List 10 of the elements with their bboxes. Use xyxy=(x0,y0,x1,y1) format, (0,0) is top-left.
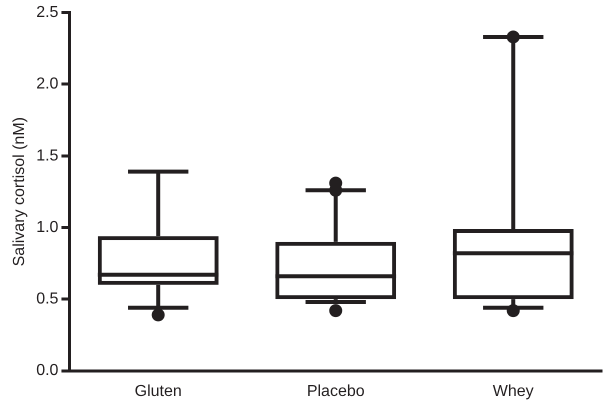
x-tick-label: Gluten xyxy=(134,382,182,400)
y-tick-label: 0.0 xyxy=(36,362,59,380)
y-tick-label: 2.0 xyxy=(36,76,59,93)
y-tick-label: 1.5 xyxy=(36,147,59,164)
y-axis-title: Salivary cortisol (nM) xyxy=(11,117,28,266)
y-tick-label: 0.5 xyxy=(36,290,59,308)
x-tick-label: Whey xyxy=(492,382,534,400)
y-tick-label: 1.0 xyxy=(36,218,59,236)
x-tick-label: Placebo xyxy=(306,382,365,400)
y-tick-label: 2.5 xyxy=(36,4,59,22)
